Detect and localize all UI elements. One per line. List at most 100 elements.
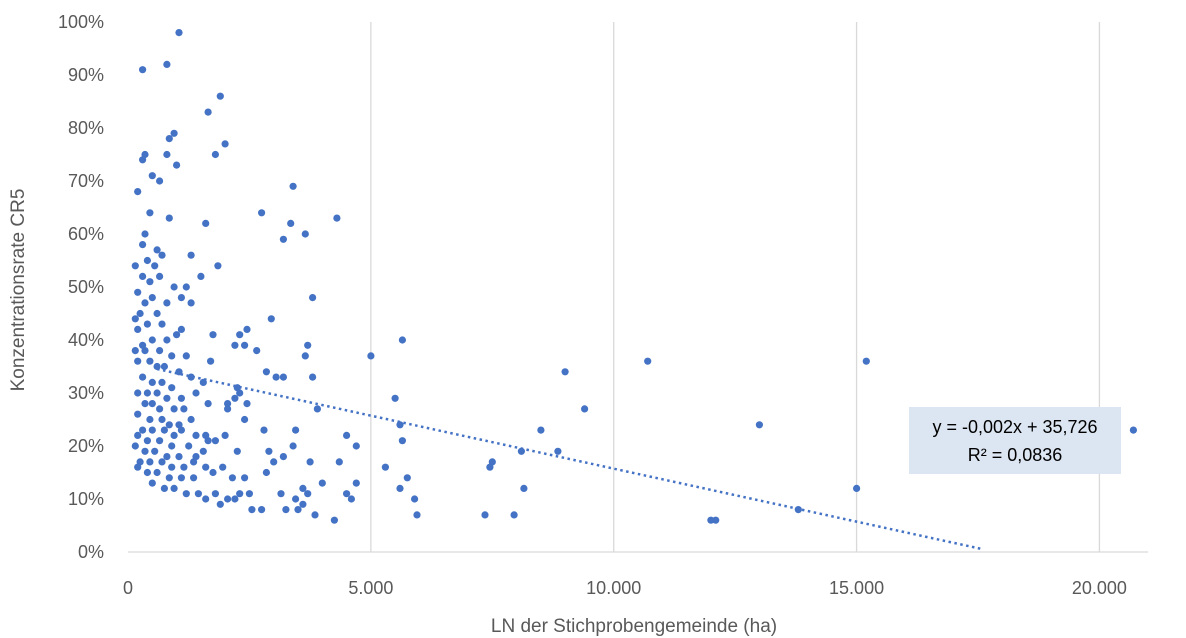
data-point <box>141 347 149 355</box>
data-point <box>158 320 166 328</box>
data-point <box>311 511 319 519</box>
data-point <box>644 357 652 365</box>
data-point <box>146 458 154 466</box>
data-point <box>241 474 249 482</box>
data-point <box>236 389 244 397</box>
data-point <box>228 474 236 482</box>
y-tick-label: 60% <box>68 224 104 244</box>
y-tick-label: 50% <box>68 277 104 297</box>
data-point <box>156 347 164 355</box>
data-point <box>148 378 156 386</box>
y-tick-label: 80% <box>68 118 104 138</box>
data-point <box>292 426 300 434</box>
data-point <box>267 315 275 323</box>
data-point <box>216 92 224 100</box>
data-point <box>163 60 171 68</box>
data-point <box>131 442 139 450</box>
data-point <box>143 389 151 397</box>
data-point <box>272 373 280 381</box>
data-point <box>309 373 317 381</box>
data-point <box>248 506 256 514</box>
data-point <box>352 479 360 487</box>
data-point <box>712 516 720 524</box>
data-point <box>139 272 147 280</box>
data-point <box>216 500 224 508</box>
data-point <box>139 426 147 434</box>
data-point <box>158 251 166 259</box>
trendline <box>156 367 984 551</box>
data-point <box>367 352 375 360</box>
data-point <box>165 135 173 143</box>
data-point <box>134 431 142 439</box>
data-point <box>313 405 321 413</box>
data-point <box>231 394 239 402</box>
data-point <box>241 415 249 424</box>
data-point <box>146 209 154 217</box>
data-point <box>163 299 171 307</box>
data-point <box>173 161 181 169</box>
data-point <box>199 447 207 455</box>
data-point <box>187 373 195 381</box>
data-point <box>236 490 244 498</box>
data-point <box>330 516 338 524</box>
data-point <box>279 453 287 461</box>
data-point <box>265 447 273 455</box>
data-point <box>282 506 290 514</box>
y-axis-title: Konzentrationsrate CR5 <box>8 189 29 392</box>
data-point <box>396 421 404 429</box>
data-point <box>151 262 159 270</box>
data-point <box>236 331 244 339</box>
data-point <box>294 506 302 514</box>
data-point <box>862 357 870 365</box>
data-point <box>163 453 171 461</box>
data-point <box>481 511 489 519</box>
data-point <box>204 400 212 408</box>
data-point <box>262 468 270 477</box>
data-point <box>153 468 161 477</box>
data-point <box>148 336 156 344</box>
y-tick-label: 10% <box>68 489 104 509</box>
data-point <box>221 140 229 148</box>
data-point <box>192 389 200 397</box>
data-point <box>211 437 219 445</box>
data-point <box>170 129 178 137</box>
data-point <box>219 463 227 471</box>
data-point <box>141 299 149 307</box>
equation-box: y = -0,002x + 35,726 R² = 0,0836 <box>909 407 1121 474</box>
y-tick-label: 20% <box>68 436 104 456</box>
trendline-r-squared: R² = 0,0836 <box>968 445 1063 465</box>
data-point <box>231 341 239 349</box>
data-point <box>413 511 421 519</box>
data-point <box>143 256 151 265</box>
data-point <box>391 394 399 402</box>
data-point <box>209 468 217 477</box>
data-point <box>139 156 147 164</box>
data-point <box>403 474 411 482</box>
data-point <box>134 325 142 333</box>
data-point <box>163 336 171 344</box>
data-point <box>148 479 156 487</box>
data-point <box>279 373 287 381</box>
data-point <box>187 251 195 259</box>
y-tick-label: 70% <box>68 171 104 191</box>
data-point <box>139 66 147 74</box>
data-point <box>299 500 307 508</box>
data-point <box>146 415 154 424</box>
data-point <box>262 368 270 376</box>
data-point <box>224 495 232 503</box>
x-tick-label: 20.000 <box>1072 578 1127 598</box>
data-point <box>175 453 183 461</box>
data-point <box>243 400 251 408</box>
data-point <box>292 495 300 503</box>
data-point <box>192 431 200 439</box>
data-point <box>209 331 217 339</box>
data-point <box>143 437 151 445</box>
data-point <box>289 442 297 450</box>
data-point <box>211 150 219 159</box>
data-point <box>343 490 351 498</box>
data-point <box>160 426 168 434</box>
data-point <box>287 219 295 227</box>
data-point <box>148 400 156 408</box>
data-point <box>141 447 149 455</box>
data-point <box>156 272 164 280</box>
